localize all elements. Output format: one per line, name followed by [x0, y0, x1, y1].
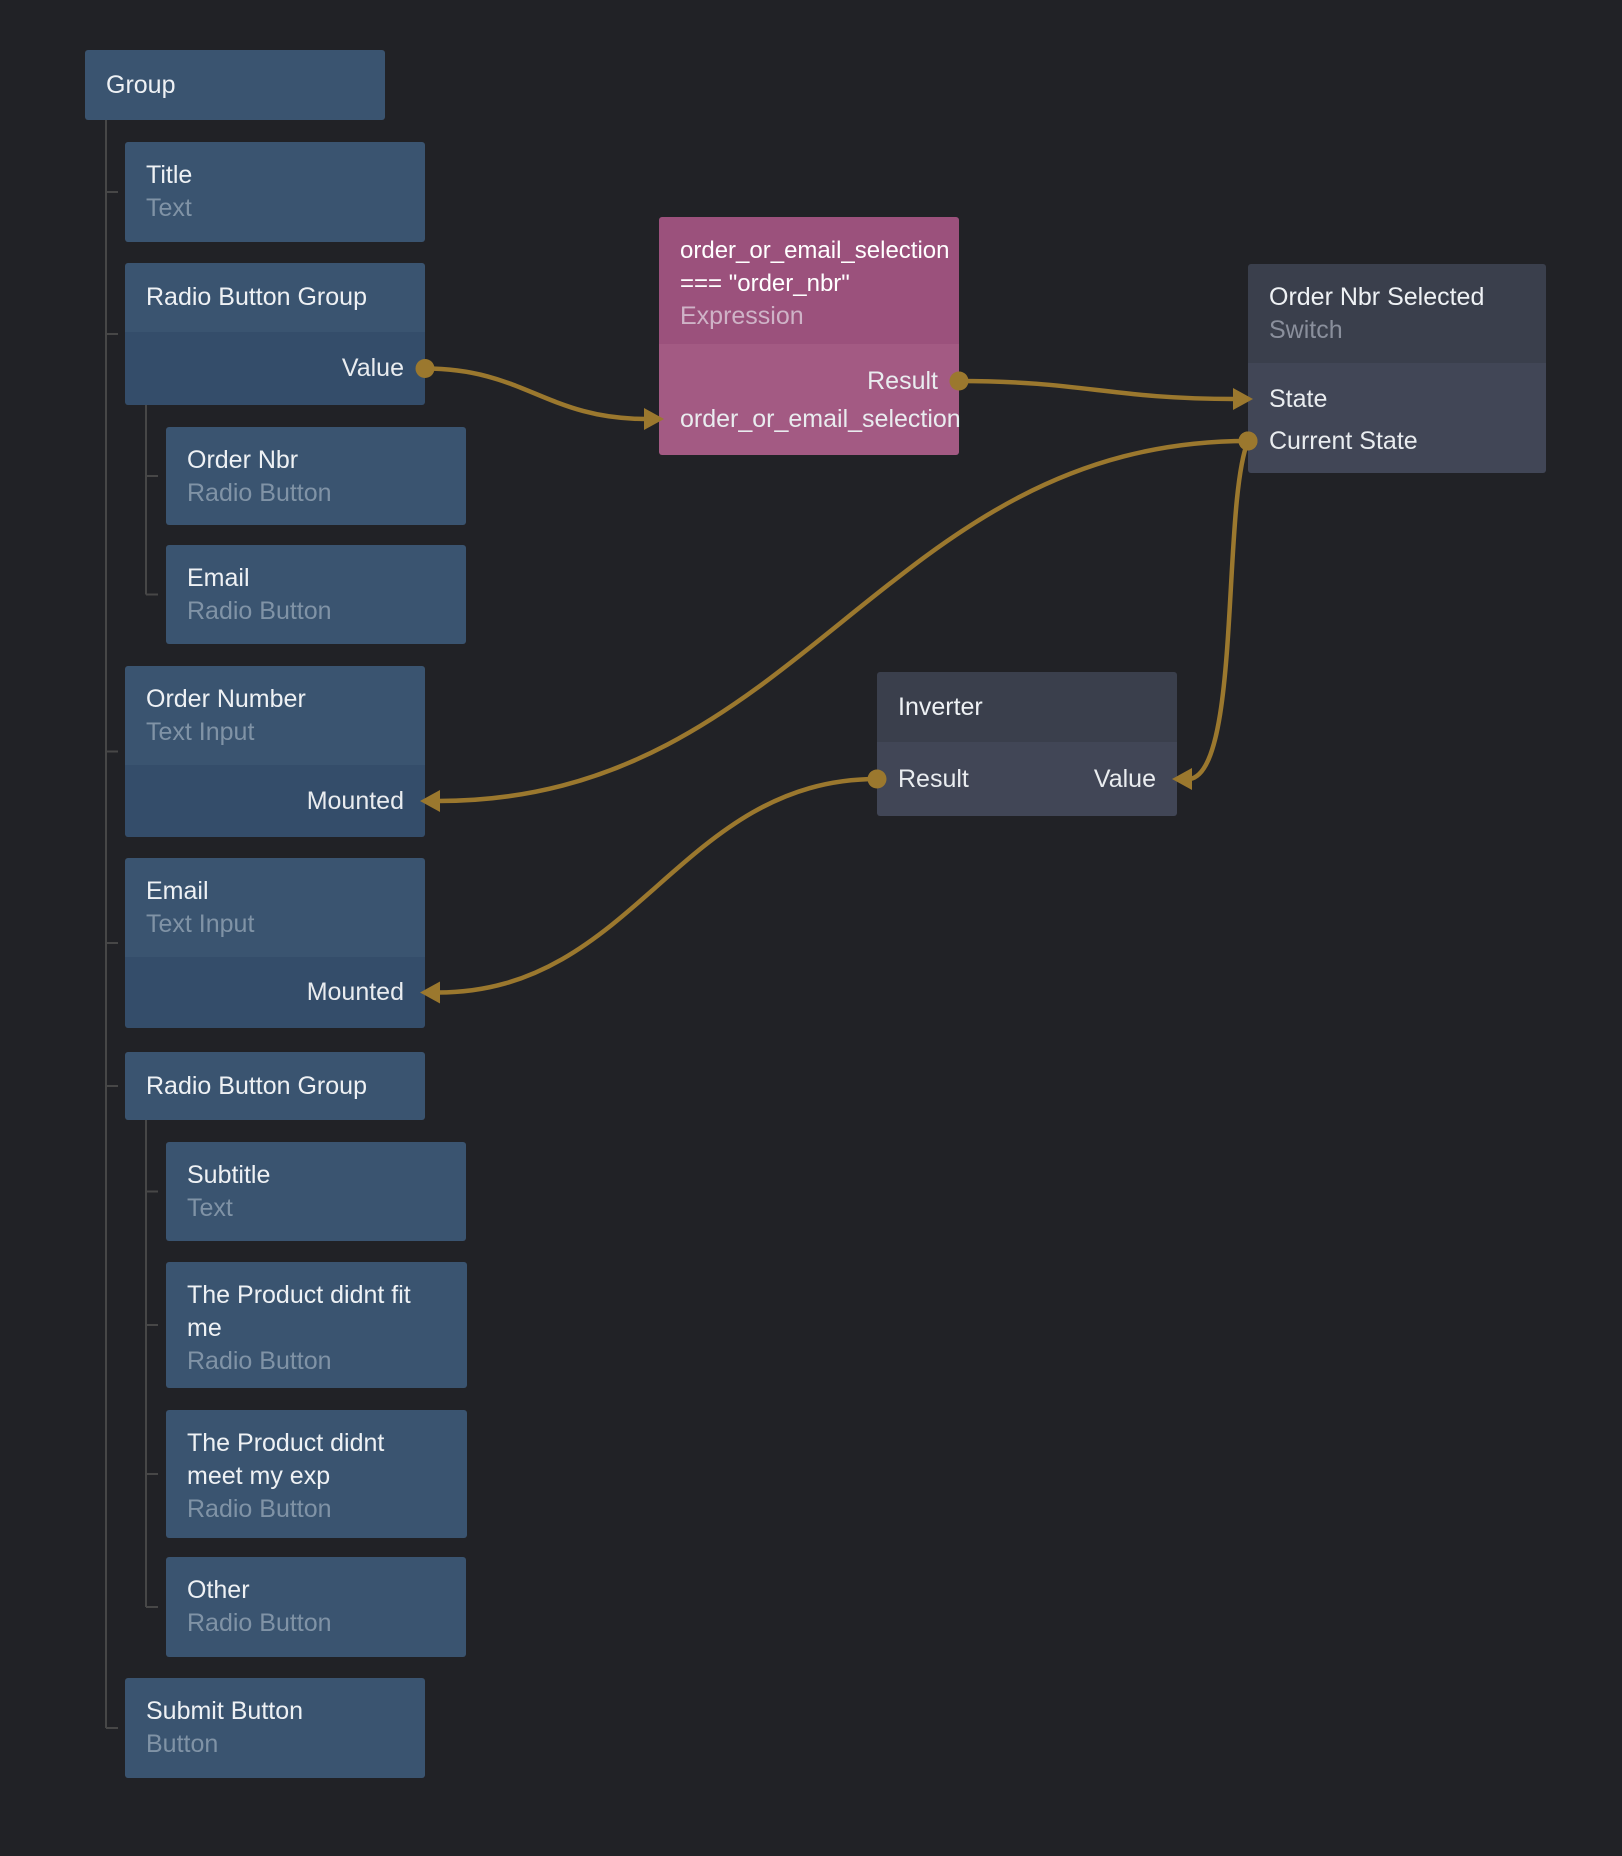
node-title: Other — [187, 1576, 250, 1604]
node-ports: Mounted — [125, 765, 425, 837]
node-subtitle: Button — [146, 1730, 219, 1758]
node-header: Inverter — [877, 672, 1177, 742]
port-result[interactable]: Result — [659, 362, 959, 400]
node-subtitle: Radio Button — [187, 1495, 332, 1523]
node-subtitle: Text — [146, 194, 192, 222]
node-ports: Result order_or_email_selection — [659, 344, 961, 455]
port-label: Value — [341, 354, 404, 382]
node-subtitle: Radio Button — [187, 1609, 332, 1637]
node-subtitle: Radio Button — [187, 597, 332, 625]
node-header: Email Radio Button — [166, 545, 466, 644]
port-state[interactable]: State — [1248, 378, 1546, 420]
port-label: Mounted — [306, 786, 404, 815]
connection-wire[interactable] — [422, 366, 649, 422]
node-product-didnt-fit-radio[interactable]: The Product didnt fit me Radio Button — [166, 1262, 467, 1388]
node-expression[interactable]: order_or_email_selection === "order_nbr"… — [659, 217, 961, 455]
node-title: The Product didnt meet my exp — [187, 1429, 385, 1490]
node-header: Order Nbr Selected Switch — [1248, 264, 1546, 363]
connection-wire[interactable] — [435, 776, 880, 995]
node-other-radio[interactable]: Other Radio Button — [166, 1557, 466, 1657]
port-input[interactable]: order_or_email_selection — [659, 400, 961, 438]
node-title: Subtitle — [187, 1161, 271, 1189]
port-value-label: Value — [1093, 764, 1156, 793]
node-header: Title Text — [125, 142, 425, 242]
node-header: Order Number Text Input — [125, 666, 425, 765]
port-current-state[interactable]: Current State — [1248, 420, 1546, 462]
node-title: Inverter — [898, 692, 983, 721]
node-title: The Product didnt fit me — [187, 1281, 411, 1342]
node-group[interactable]: Group — [85, 50, 385, 120]
node-subtitle: Switch — [1269, 316, 1343, 344]
node-title: Submit Button — [146, 1697, 304, 1725]
port-label: Mounted — [306, 978, 404, 1006]
node-title: Order Number — [146, 685, 306, 713]
node-ports: Value — [125, 332, 425, 405]
node-title: Group — [106, 70, 176, 99]
node-subtitle: Text — [187, 1194, 233, 1222]
node-subtitle: Text Input — [146, 718, 255, 746]
connection-wire[interactable] — [956, 378, 1238, 402]
node-header: Email Text Input — [125, 858, 425, 957]
node-header: Other Radio Button — [166, 1557, 466, 1657]
node-ports: State Current State — [1248, 363, 1546, 473]
node-title: Order Nbr — [187, 446, 299, 474]
connection-wire[interactable] — [1187, 438, 1251, 782]
node-header: Order Nbr Radio Button — [166, 427, 466, 525]
port-label: order_or_email_selection — [680, 404, 961, 433]
node-subtitle: Expression — [680, 302, 804, 330]
node-subtitle-text[interactable]: Subtitle Text — [166, 1142, 466, 1241]
port-value[interactable]: Value — [125, 332, 425, 405]
node-header: Radio Button Group — [125, 1052, 425, 1120]
node-order-nbr-radio[interactable]: Order Nbr Radio Button — [166, 427, 466, 525]
node-email-input[interactable]: Email Text Input Mounted — [125, 858, 425, 1028]
node-title: order_or_email_selection === "order_nbr" — [680, 237, 950, 297]
node-inverter[interactable]: Inverter Result Value — [877, 672, 1177, 816]
port-result-label: Result — [898, 764, 969, 793]
node-header: Subtitle Text — [166, 1142, 466, 1241]
node-ports: Result Value — [877, 742, 1177, 816]
node-product-didnt-meet-exp-radio[interactable]: The Product didnt meet my exp Radio Butt… — [166, 1410, 467, 1538]
node-email-radio[interactable]: Email Radio Button — [166, 545, 466, 644]
node-subtitle: Radio Button — [187, 479, 332, 507]
port-label: Current State — [1269, 426, 1418, 455]
node-header: order_or_email_selection === "order_nbr"… — [659, 217, 959, 344]
node-submit-button[interactable]: Submit Button Button — [125, 1678, 425, 1778]
node-title: Title — [146, 161, 193, 189]
node-subtitle: Radio Button — [187, 1347, 332, 1375]
node-title: Radio Button Group — [146, 1071, 367, 1100]
node-radio-button-group-1[interactable]: Radio Button Group Value — [125, 263, 425, 405]
node-title-text[interactable]: Title Text — [125, 142, 425, 242]
node-header: The Product didnt meet my exp Radio Butt… — [166, 1410, 467, 1538]
node-subtitle: Text Input — [146, 910, 255, 938]
node-title: Order Nbr Selected — [1269, 283, 1485, 311]
node-title: Radio Button Group — [146, 283, 367, 311]
node-title: Email — [187, 564, 250, 592]
port-mounted[interactable]: Mounted — [125, 957, 425, 1028]
node-radio-button-group-2[interactable]: Radio Button Group — [125, 1052, 425, 1120]
port-mounted[interactable]: Mounted — [125, 765, 425, 837]
node-header: Group — [85, 50, 385, 120]
node-header: Radio Button Group — [125, 263, 425, 332]
node-order-number-input[interactable]: Order Number Text Input Mounted — [125, 666, 425, 837]
node-header: Submit Button Button — [125, 1678, 425, 1778]
node-ports: Mounted — [125, 957, 425, 1028]
port-io-row[interactable]: Result Value — [877, 742, 1177, 816]
port-label: Result — [867, 366, 938, 395]
node-title: Email — [146, 877, 209, 905]
node-order-nbr-selected-switch[interactable]: Order Nbr Selected Switch State Current … — [1248, 264, 1546, 473]
node-header: The Product didnt fit me Radio Button — [166, 1262, 467, 1388]
port-label: State — [1269, 384, 1328, 413]
